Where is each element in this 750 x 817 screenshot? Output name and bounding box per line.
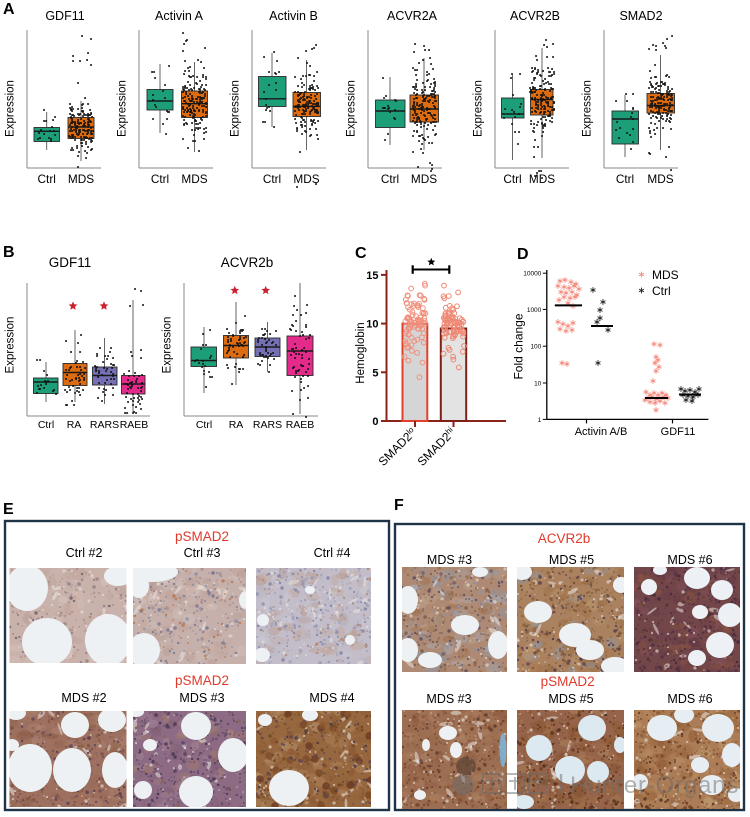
svg-text:MDS: MDS	[293, 172, 319, 186]
svg-text:Ctrl #4: Ctrl #4	[314, 546, 351, 560]
svg-text:MDS #6: MDS #6	[667, 692, 712, 706]
svg-text:Expression: Expression	[346, 80, 358, 137]
svg-text:D: D	[517, 246, 529, 263]
svg-text:MDS #5: MDS #5	[548, 692, 593, 706]
svg-text:Ctrl: Ctrl	[503, 172, 521, 186]
svg-text:Fold change: Fold change	[512, 313, 526, 379]
svg-text:ACVR2b: ACVR2b	[538, 531, 591, 546]
svg-text:A: A	[3, 1, 15, 18]
svg-text:SMAD2lo: SMAD2lo	[376, 425, 420, 469]
svg-text:ACVR2A: ACVR2A	[387, 9, 438, 23]
svg-text:MDS: MDS	[181, 172, 207, 186]
svg-text:10: 10	[534, 381, 542, 388]
svg-text:MDS: MDS	[529, 172, 555, 186]
svg-text:pSMAD2: pSMAD2	[541, 674, 595, 689]
svg-text:MDS #3: MDS #3	[427, 553, 472, 567]
svg-text:MDS #3: MDS #3	[179, 691, 224, 705]
svg-text:RAEB: RAEB	[286, 419, 315, 431]
svg-text:ACVR2B: ACVR2B	[510, 9, 560, 23]
svg-text:Hunter-Organs: Hunter-Organs	[570, 772, 739, 799]
svg-text:MDS #4: MDS #4	[309, 691, 354, 705]
svg-text:Ctrl: Ctrl	[381, 172, 399, 186]
svg-text:Ctrl: Ctrl	[38, 419, 54, 431]
svg-text:MDS: MDS	[652, 268, 679, 282]
svg-text:MDS #6: MDS #6	[667, 553, 712, 567]
svg-text:Expression: Expression	[473, 80, 485, 137]
svg-text:Ctrl: Ctrl	[151, 172, 169, 186]
svg-text:E: E	[3, 501, 14, 518]
svg-text:Expression: Expression	[230, 80, 242, 137]
svg-text:F: F	[394, 497, 404, 514]
svg-text:ACVR2b: ACVR2b	[221, 255, 274, 270]
svg-text:Ctrl #3: Ctrl #3	[184, 546, 221, 560]
svg-text:1: 1	[538, 417, 542, 424]
svg-text:GDF11: GDF11	[49, 255, 92, 270]
svg-text:RA: RA	[229, 419, 244, 431]
svg-text:Expression: Expression	[162, 317, 174, 374]
svg-text:Activin A: Activin A	[155, 9, 204, 23]
svg-text:pSMAD2: pSMAD2	[175, 529, 229, 544]
svg-text:MDS #2: MDS #2	[61, 691, 106, 705]
svg-text:10: 10	[366, 319, 378, 331]
svg-text:10000: 10000	[523, 271, 541, 278]
svg-text:MDS #3: MDS #3	[426, 692, 471, 706]
svg-text:GDF11: GDF11	[661, 426, 696, 438]
svg-text:Activin A/B: Activin A/B	[575, 426, 628, 438]
svg-text:RA: RA	[67, 419, 82, 431]
svg-text:RARS: RARS	[90, 419, 119, 431]
svg-text:MDS: MDS	[68, 172, 94, 186]
svg-text:B: B	[3, 244, 15, 261]
svg-text:MDS #5: MDS #5	[549, 553, 594, 567]
svg-text:5: 5	[372, 367, 378, 379]
svg-text:Ctrl: Ctrl	[38, 172, 56, 186]
svg-text:0: 0	[372, 416, 378, 428]
svg-text:15: 15	[366, 270, 378, 282]
svg-text:Ctrl: Ctrl	[196, 419, 212, 431]
svg-text:RARS: RARS	[253, 419, 282, 431]
svg-text:MDS: MDS	[411, 172, 437, 186]
svg-text:C: C	[355, 245, 367, 262]
svg-text:SMAD2: SMAD2	[619, 9, 662, 23]
svg-text:100: 100	[530, 344, 541, 351]
svg-text:Ctrl: Ctrl	[263, 172, 281, 186]
svg-text:Expression: Expression	[5, 80, 17, 137]
svg-text:1000: 1000	[527, 307, 542, 314]
svg-text:Activin B: Activin B	[269, 9, 318, 23]
svg-text:pSMAD2: pSMAD2	[175, 673, 229, 688]
svg-text:Ctrl: Ctrl	[652, 284, 671, 298]
svg-text:Ctrl #2: Ctrl #2	[66, 546, 103, 560]
svg-text:Hemoglobin: Hemoglobin	[355, 322, 367, 383]
svg-text:RAEB: RAEB	[120, 419, 149, 431]
svg-text:GDF11: GDF11	[45, 9, 84, 23]
svg-text:Expression: Expression	[117, 80, 129, 137]
svg-text:SMAD2hi: SMAD2hi	[415, 425, 459, 469]
svg-text:Expression: Expression	[5, 317, 17, 374]
svg-text:MDS: MDS	[647, 172, 673, 186]
svg-text:Ctrl: Ctrl	[616, 172, 634, 186]
svg-text:Expression: Expression	[582, 80, 594, 137]
